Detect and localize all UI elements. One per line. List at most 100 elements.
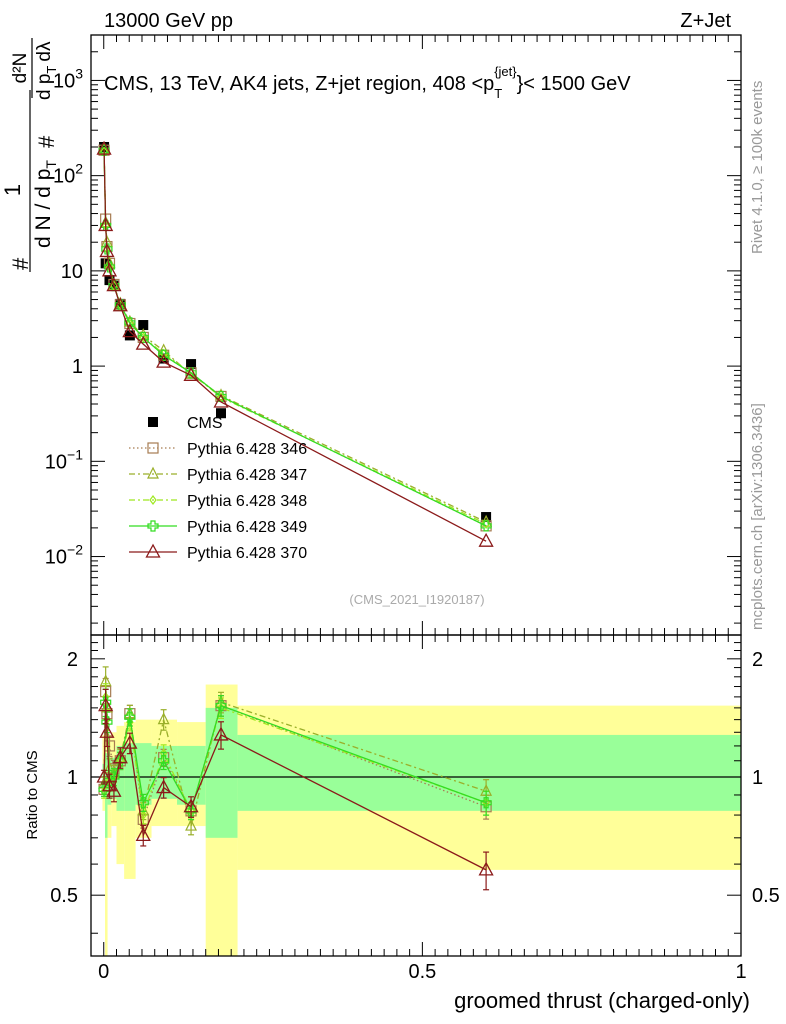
data-point-cms xyxy=(100,258,111,269)
header-left-label: 13000 GeV pp xyxy=(104,10,233,32)
legend-entry-cms: CMS xyxy=(148,415,223,432)
ratio-point-p370 xyxy=(478,861,494,876)
data-point-p370 xyxy=(98,217,114,232)
ratio-series-p370 xyxy=(96,688,494,891)
main-plot-panel: 10−2 10−1 1 10 102 103 xyxy=(45,34,742,636)
data-point-p370 xyxy=(183,366,199,381)
ratio-point-p349 xyxy=(158,755,170,767)
legend-marker-cms xyxy=(148,417,158,427)
data-point-p349 xyxy=(98,144,110,156)
ratio-point-p349 xyxy=(101,716,113,728)
main-y-tick-label: 10−2 xyxy=(45,542,83,569)
ratio-point-p370 xyxy=(122,734,138,749)
data-point-cms xyxy=(138,320,149,331)
ratio-point-p370 xyxy=(135,827,151,842)
ratio-y-tick-label-right: 2 xyxy=(752,649,763,671)
ratio-y-tick-label: 1 xyxy=(67,767,78,789)
uncertainty-band-green-9 xyxy=(205,707,238,838)
ratio-frame xyxy=(90,634,742,957)
legend-marker-p348 xyxy=(149,495,157,505)
y-label-frac2-num: d²N xyxy=(10,53,31,84)
legend-marker-p346 xyxy=(147,442,159,454)
ratio-y-tick-label-right: 1 xyxy=(752,767,763,789)
ratio-point-p370 xyxy=(183,798,199,813)
main-y-axis-label: # 1 d N / d pT # d²N d pTdλ xyxy=(0,38,59,272)
y-label-hash-2: # xyxy=(34,135,59,148)
ratio-point-p349 xyxy=(100,696,112,708)
data-point-p349 xyxy=(215,390,227,403)
ratio-point-p370 xyxy=(96,768,112,783)
legend-entry-p349: Pythia 6.428 349 xyxy=(129,519,307,536)
mcplots-label: mcplots.cern.ch [arXiv:1306.3436] xyxy=(749,403,766,630)
legend: CMS Pythia 6.428 346 Pythia 6.428 347 Pythi… xyxy=(129,415,307,562)
analysis-watermark: (CMS_2021_I1920187) xyxy=(349,592,484,607)
ratio-point-p370 xyxy=(213,726,229,741)
ratio-point-p347 xyxy=(157,712,170,725)
ratio-point-p370 xyxy=(101,777,118,792)
y-label-hash-1: # xyxy=(8,257,33,270)
main-y-tick-label: 10 xyxy=(61,261,83,283)
ratio-point-p347 xyxy=(185,818,198,831)
main-y-tick-label: 1 xyxy=(72,356,83,378)
data-point-p370 xyxy=(112,297,128,312)
data-point-p370 xyxy=(122,323,138,338)
y-label-frac1-num: 1 xyxy=(0,184,25,196)
ratio-point-p349 xyxy=(124,711,136,723)
chart-title: CMS, 13 TeV, AK4 jets, Z+jet region, 408… xyxy=(104,64,631,101)
data-point-p370 xyxy=(156,353,172,368)
x-axis-label: groomed thrust (charged-only) xyxy=(454,988,750,1013)
legend-label-p347: Pythia 6.428 347 xyxy=(187,467,307,484)
data-point-p349 xyxy=(137,331,149,344)
data-point-p370 xyxy=(99,243,115,258)
data-point-p348 xyxy=(110,280,118,291)
legend-entry-p346: Pythia 6.428 346 xyxy=(129,441,307,458)
y-label-frac1-den: d N / d pT xyxy=(32,160,59,248)
x-tick-label: 0 xyxy=(98,961,109,983)
legend-entry-p348: Pythia 6.428 348 xyxy=(129,493,307,510)
ratio-y-tick-label: 2 xyxy=(67,649,78,671)
legend-marker-p347 xyxy=(147,466,159,479)
uncertainty-band-green-10 xyxy=(237,734,741,811)
ratio-point-p349 xyxy=(480,797,492,809)
ratio-point-p370 xyxy=(156,779,172,794)
series-cms xyxy=(99,141,492,523)
legend-label-cms: CMS xyxy=(187,415,223,432)
legend-label-p349: Pythia 6.428 349 xyxy=(187,519,307,536)
ratio-point-p348 xyxy=(139,810,148,821)
data-point-p349 xyxy=(103,261,116,273)
data-point-p370 xyxy=(106,277,122,292)
rivet-version-label: Rivet 4.1.0, ≥ 100k events xyxy=(749,81,766,254)
ratio-point-p370 xyxy=(106,782,122,797)
data-point-p370 xyxy=(213,393,229,408)
data-point-p370 xyxy=(96,140,112,155)
uncertainty-band-yellow-1 xyxy=(105,732,108,956)
legend-entry-p347: Pythia 6.428 347 xyxy=(129,466,307,484)
ratio-plot-panel: 0 0.5 1 0.5 0.5 1 1 2 2 xyxy=(50,634,780,983)
main-y-tick-label: 10−1 xyxy=(45,446,83,473)
legend-label-p348: Pythia 6.428 348 xyxy=(187,493,307,510)
main-y-tick-label: 102 xyxy=(53,161,83,188)
data-point-p370 xyxy=(135,335,151,350)
uncertainty-band-green-4 xyxy=(116,745,125,811)
ratio-point-p370 xyxy=(98,697,114,712)
main-y-tick-label: 103 xyxy=(53,65,83,92)
legend-entry-p370: Pythia 6.428 370 xyxy=(129,543,307,562)
ratio-point-p370 xyxy=(99,723,115,738)
data-point-p349 xyxy=(158,349,170,361)
data-point-p349 xyxy=(480,520,492,532)
ratio-point-p349 xyxy=(215,700,227,712)
y-label-frac2-den: d pTdλ xyxy=(34,41,59,100)
data-point-cms xyxy=(124,330,135,341)
legend-marker-p370 xyxy=(145,543,161,558)
ratio-y-tick-label-right: 0.5 xyxy=(752,885,780,907)
data-point-p370 xyxy=(478,532,494,547)
ratio-point-p349 xyxy=(98,783,110,795)
header-right-label: Z+Jet xyxy=(680,10,731,32)
uncertainty-band-green-1 xyxy=(105,753,108,838)
data-point-p370 xyxy=(101,262,118,277)
x-tick-label: 0.5 xyxy=(408,961,436,983)
data-point-cms xyxy=(186,359,197,370)
x-tick-label: 1 xyxy=(735,961,746,983)
ratio-y-tick-label: 0.5 xyxy=(50,885,78,907)
